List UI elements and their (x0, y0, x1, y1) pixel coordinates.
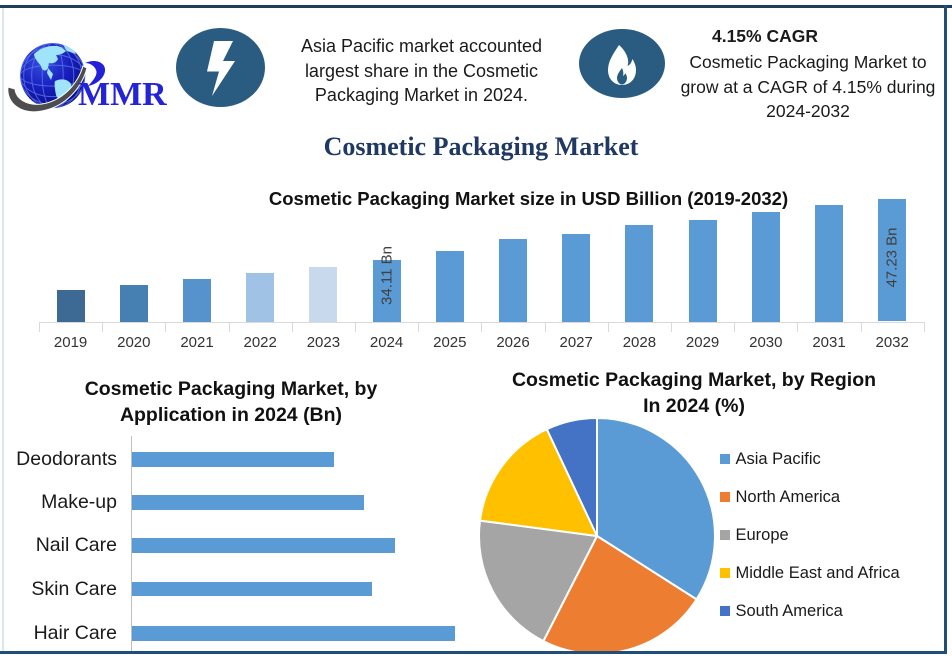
svg-text:MMR: MMR (78, 76, 167, 113)
